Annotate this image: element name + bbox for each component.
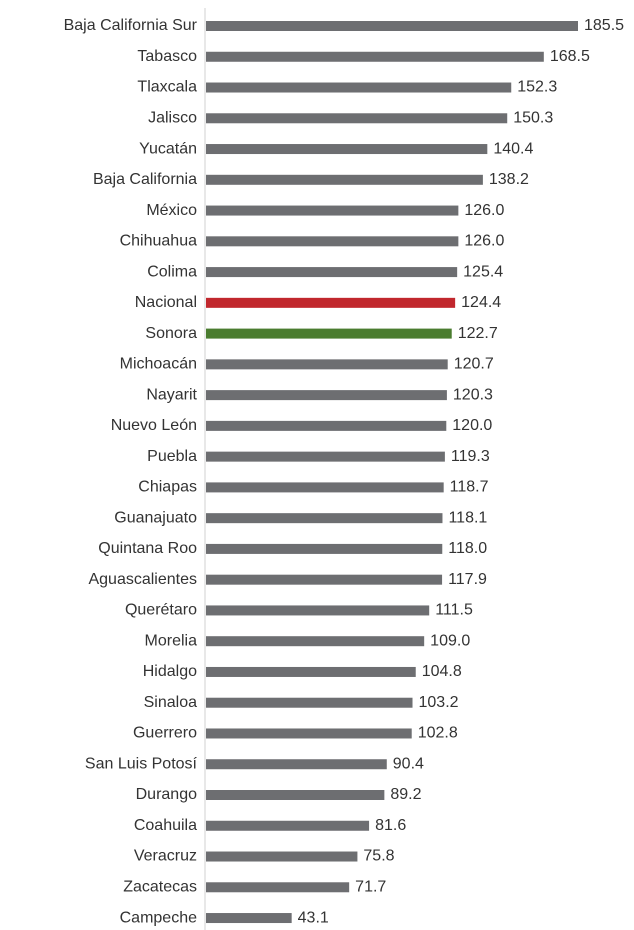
- value-label: 120.3: [453, 386, 493, 403]
- category-label: Coahuila: [134, 817, 197, 834]
- bar: [206, 636, 425, 647]
- value-label: 168.5: [550, 48, 590, 65]
- bar: [206, 790, 385, 800]
- category-label: Colima: [147, 263, 197, 280]
- category-label: Puebla: [147, 448, 197, 465]
- category-label: Zacatecas: [123, 878, 197, 895]
- bar: [206, 21, 578, 31]
- value-label: 43.1: [298, 909, 329, 926]
- category-label: Guerrero: [133, 725, 197, 742]
- category-label: Veracruz: [134, 848, 197, 865]
- bar: [206, 513, 443, 524]
- bar: [206, 328, 452, 339]
- category-label: Baja California Sur: [64, 17, 198, 34]
- bar: [206, 666, 416, 677]
- category-label: San Luis Potosí: [85, 755, 198, 772]
- category-label: Sonora: [145, 325, 197, 342]
- value-label: 120.0: [452, 417, 492, 434]
- bar: [206, 144, 488, 155]
- bar: [206, 605, 430, 616]
- bar: [206, 236, 459, 247]
- value-label: 118.7: [450, 479, 489, 496]
- category-label: Sinaloa: [144, 694, 197, 711]
- bar: [206, 297, 456, 308]
- value-label: 89.2: [390, 786, 421, 803]
- bar: [206, 882, 350, 893]
- value-label: 185.5: [584, 17, 624, 34]
- bar: [206, 359, 448, 370]
- category-label: Aguascalientes: [88, 571, 197, 588]
- value-label: 81.6: [375, 817, 406, 834]
- bar: [206, 820, 370, 831]
- value-label: 126.0: [464, 233, 504, 250]
- value-label: 102.8: [418, 725, 458, 742]
- value-label: 118.1: [448, 509, 487, 526]
- value-label: 109.0: [430, 632, 470, 649]
- bar: [206, 82, 512, 93]
- bar: [206, 913, 292, 924]
- value-label: 111.5: [435, 602, 473, 619]
- category-label: Nacional: [135, 294, 197, 311]
- category-label: México: [146, 202, 197, 219]
- category-label: Guanajuato: [114, 509, 197, 526]
- value-label: 122.7: [458, 325, 498, 342]
- value-label: 140.4: [493, 140, 533, 157]
- value-label: 124.4: [461, 294, 501, 311]
- category-label: Durango: [136, 786, 197, 803]
- value-label: 90.4: [393, 755, 424, 772]
- bar: [206, 420, 447, 431]
- value-label: 117.9: [448, 571, 487, 588]
- bar: [206, 174, 483, 185]
- category-label: Hidalgo: [143, 663, 197, 680]
- category-label: Baja California: [93, 171, 197, 188]
- bar: [206, 482, 444, 493]
- bar: [206, 267, 458, 278]
- bar: [206, 759, 387, 770]
- category-label: Chiapas: [138, 479, 197, 496]
- value-label: 118.0: [448, 540, 487, 557]
- category-label: Tabasco: [137, 48, 197, 65]
- bar: [206, 574, 443, 585]
- bar: [206, 851, 358, 862]
- bar: [206, 390, 447, 401]
- category-label: Jalisco: [148, 109, 197, 126]
- value-label: 104.8: [422, 663, 462, 680]
- value-label: 152.3: [517, 79, 557, 96]
- bar: [206, 697, 413, 708]
- value-label: 120.7: [454, 356, 494, 373]
- category-label: Michoacán: [120, 356, 197, 373]
- category-label: Yucatán: [139, 140, 197, 157]
- category-label: Tlaxcala: [137, 79, 197, 96]
- category-label: Morelia: [145, 632, 198, 649]
- bar: [206, 205, 459, 216]
- value-label: 138.2: [489, 171, 529, 188]
- value-label: 75.8: [363, 848, 394, 865]
- value-label: 103.2: [419, 694, 459, 711]
- value-label: 126.0: [464, 202, 504, 219]
- bar: [206, 51, 544, 62]
- value-label: 150.3: [513, 109, 553, 126]
- value-label: 71.7: [355, 878, 386, 895]
- category-label: Nuevo León: [111, 417, 197, 434]
- category-label: Campeche: [120, 909, 197, 926]
- value-label: 125.4: [463, 263, 503, 280]
- category-label: Quintana Roo: [98, 540, 197, 557]
- bar: [206, 451, 445, 462]
- value-label: 119.3: [451, 448, 490, 465]
- bar: [206, 113, 508, 124]
- category-label: Querétaro: [125, 602, 197, 619]
- bar: [206, 543, 443, 554]
- category-label: Nayarit: [146, 386, 197, 403]
- bar: [206, 728, 412, 739]
- category-label: Chihuahua: [120, 233, 198, 250]
